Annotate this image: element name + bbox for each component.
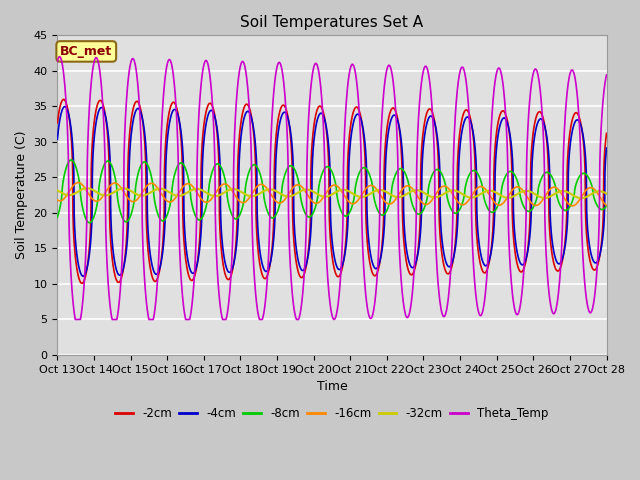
Y-axis label: Soil Temperature (C): Soil Temperature (C) (15, 131, 28, 259)
X-axis label: Time: Time (317, 380, 348, 393)
Text: BC_met: BC_met (60, 45, 113, 58)
Title: Soil Temperatures Set A: Soil Temperatures Set A (241, 15, 424, 30)
Legend: -2cm, -4cm, -8cm, -16cm, -32cm, Theta_Temp: -2cm, -4cm, -8cm, -16cm, -32cm, Theta_Te… (111, 402, 553, 425)
